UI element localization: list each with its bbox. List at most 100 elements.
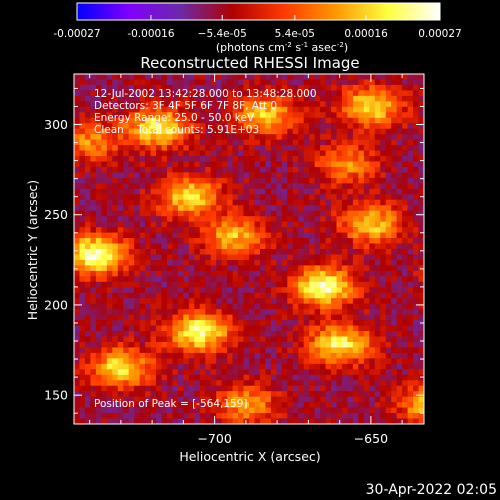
heatmap-cell: [320, 270, 326, 277]
heatmap-cell: [199, 402, 206, 408]
heatmap-cell: [331, 254, 337, 261]
heatmap-cell: [413, 145, 419, 151]
heatmap-cell: [325, 117, 332, 124]
heatmap-cell: [199, 298, 206, 304]
heatmap-cell: [254, 199, 261, 206]
heatmap-cell: [84, 369, 91, 376]
heatmap-cell: [391, 358, 397, 365]
heatmap-cell: [156, 177, 162, 184]
heatmap-cell: [79, 287, 86, 294]
heatmap-cell: [232, 123, 239, 129]
heatmap-cell: [74, 352, 80, 359]
annotation-time: 12-Jul-2002 13:42:28.000 to 13:48:28.000: [94, 88, 317, 100]
heatmap-cell: [156, 347, 162, 354]
heatmap-cell: [145, 177, 151, 184]
heatmap-cell: [292, 396, 299, 403]
heatmap-cell: [287, 188, 294, 195]
heatmap-cell: [276, 106, 283, 113]
heatmap-cell: [309, 287, 315, 294]
heatmap-cell: [413, 216, 419, 222]
heatmap-cell: [249, 309, 255, 315]
heatmap-cell: [123, 243, 129, 250]
heatmap-cell: [117, 227, 124, 233]
heatmap-cell: [249, 385, 255, 392]
heatmap-cell: [352, 320, 359, 326]
heatmap-cell: [413, 292, 419, 299]
heatmap-cell: [216, 336, 222, 343]
heatmap-cell: [188, 369, 195, 376]
heatmap-cell: [210, 380, 217, 387]
heatmap-cell: [156, 227, 162, 233]
heatmap-cell: [413, 156, 419, 162]
heatmap-cell: [161, 134, 168, 140]
heatmap-cell: [369, 134, 376, 140]
heatmap-cell: [281, 325, 288, 332]
heatmap-cell: [74, 194, 80, 201]
heatmap-cell: [341, 314, 348, 321]
heatmap-cell: [177, 336, 184, 343]
heatmap-cell: [123, 341, 129, 348]
heatmap-cell: [183, 325, 190, 332]
heatmap-cell: [391, 259, 397, 266]
heatmap-cell: [314, 177, 321, 184]
heatmap-cell: [358, 117, 365, 124]
heatmap-cell: [150, 112, 157, 119]
heatmap-cell: [166, 309, 173, 315]
heatmap-cell: [227, 413, 233, 419]
heatmap-cell: [156, 183, 162, 190]
heatmap-cell: [298, 101, 304, 108]
heatmap-cell: [183, 380, 190, 387]
heatmap-cell: [374, 259, 381, 266]
heatmap-cell: [249, 221, 255, 228]
heatmap-cell: [407, 320, 414, 326]
heatmap-cell: [172, 265, 179, 272]
heatmap-cell: [145, 150, 151, 157]
heatmap-cell: [150, 134, 157, 140]
heatmap-cell: [369, 156, 376, 162]
heatmap-cell: [177, 221, 184, 228]
heatmap-cell: [298, 128, 304, 135]
heatmap-cell: [199, 358, 206, 365]
heatmap-cell: [407, 249, 414, 255]
heatmap-cell: [402, 84, 408, 91]
heatmap-cell: [199, 391, 206, 397]
heatmap-cell: [145, 314, 151, 321]
heatmap-cell: [172, 194, 179, 201]
heatmap-cell: [352, 336, 359, 343]
heatmap-cell: [210, 106, 217, 113]
heatmap-cell: [259, 249, 266, 255]
heatmap-cell: [123, 74, 129, 80]
heatmap-cell: [232, 303, 239, 310]
heatmap-cell: [221, 287, 228, 294]
heatmap-cell: [369, 194, 376, 201]
heatmap-cell: [369, 232, 376, 239]
heatmap-cell: [232, 309, 239, 315]
heatmap-cell: [281, 227, 288, 233]
heatmap-cell: [243, 74, 250, 80]
heatmap-cell: [254, 95, 261, 102]
heatmap-cell: [396, 418, 403, 424]
heatmap-cell: [194, 352, 201, 359]
heatmap-cell: [320, 161, 326, 168]
heatmap-cell: [227, 292, 233, 299]
heatmap-cell: [150, 238, 157, 244]
heatmap-cell: [352, 298, 359, 304]
heatmap-cell: [320, 232, 326, 239]
heatmap-cell: [117, 320, 124, 326]
heatmap-cell: [243, 79, 250, 86]
heatmap-cell: [374, 243, 381, 250]
heatmap-cell: [341, 128, 348, 135]
heatmap-cell: [79, 352, 86, 359]
heatmap-cell: [145, 134, 151, 140]
heatmap-cell: [309, 396, 315, 403]
heatmap-cell: [199, 265, 206, 272]
heatmap-cell: [74, 199, 80, 206]
heatmap-cell: [352, 413, 359, 419]
heatmap-cell: [194, 402, 201, 408]
heatmap-cell: [128, 413, 135, 419]
heatmap-cell: [418, 347, 424, 354]
heatmap-cell: [128, 249, 135, 255]
heatmap-cell: [188, 128, 195, 135]
heatmap-cell: [314, 117, 321, 124]
